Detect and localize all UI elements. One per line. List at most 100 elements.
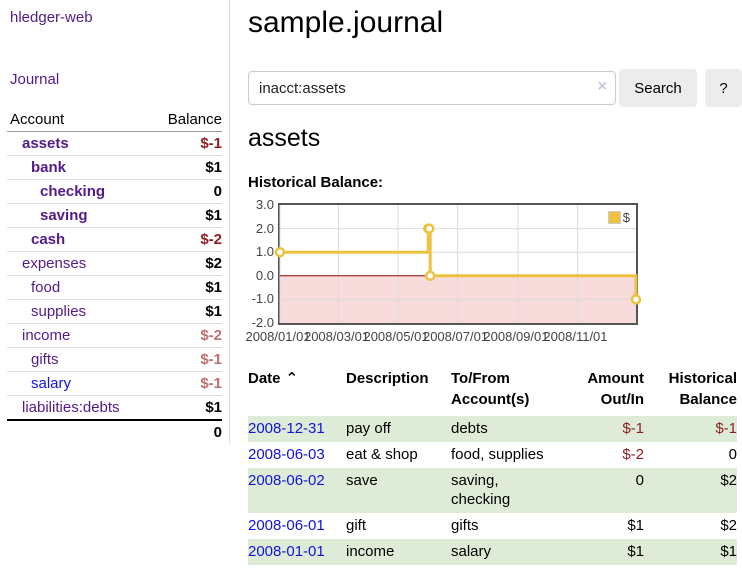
search-button[interactable]: Search xyxy=(619,69,697,107)
account-balance: $-1 xyxy=(114,371,222,396)
sidebar: hledger-web Journal Account Balance asse… xyxy=(0,0,230,444)
search-bar: × Search ? xyxy=(248,69,742,107)
account-row-salary: salary $-1 xyxy=(7,371,222,396)
txn-amount: $1 xyxy=(627,517,644,534)
account-link[interactable]: supplies xyxy=(31,303,87,320)
account-row-checking: checking 0 xyxy=(7,179,222,204)
register-row: 2008-12-31 pay off debts $-1 $-1 xyxy=(248,416,737,442)
txn-balance: $2 xyxy=(720,517,737,534)
account-row-gifts: gifts $-1 xyxy=(7,347,222,372)
account-row-food: food $1 xyxy=(7,275,222,300)
col-tofrom-accounts: To/From Account(s) xyxy=(451,370,530,408)
col-amount: Amount Out/In xyxy=(587,370,644,408)
txn-balance: $1 xyxy=(720,543,737,560)
txn-amount: $-1 xyxy=(622,420,644,437)
txn-description: save xyxy=(346,472,378,489)
register-row: 2008-01-01 income salary $1 $1 xyxy=(248,539,737,565)
account-balance: $-2 xyxy=(114,227,222,252)
data-point-marker xyxy=(423,223,435,234)
txn-description: income xyxy=(346,543,395,560)
account-link[interactable]: checking xyxy=(40,183,106,200)
account-link[interactable]: gifts xyxy=(31,351,59,368)
register-row: 2008-06-02 save saving, checking 0 $2 xyxy=(248,468,737,513)
legend-swatch xyxy=(607,211,621,224)
account-row-saving: saving $1 xyxy=(7,203,222,228)
accounts-header-account: Account xyxy=(7,108,115,132)
account-balance: $2 xyxy=(114,251,222,276)
txn-description: pay off xyxy=(346,420,391,437)
register-header-row: Date ⌃ Description To/From Account(s) Amo… xyxy=(248,367,737,416)
txn-amount: $-2 xyxy=(622,446,644,463)
txn-description: gift xyxy=(346,517,367,534)
account-row-income: income $-2 xyxy=(7,323,222,348)
txn-accounts: food, supplies xyxy=(451,446,544,463)
y-axis-tick-label: 2.0 xyxy=(255,220,274,236)
txn-amount: $1 xyxy=(627,543,644,560)
accounts-table: Account Balance assets $-1 bank $1 check… xyxy=(7,108,222,444)
txn-date-link[interactable]: 2008-06-02 xyxy=(248,472,325,489)
main-content: sample.journal × Search ? assets Histori… xyxy=(231,0,742,582)
help-button[interactable]: ? xyxy=(705,69,742,107)
page-title: sample.journal xyxy=(248,6,444,39)
accounts-header-row: Account Balance xyxy=(7,108,222,132)
account-link[interactable]: liabilities:debts xyxy=(22,399,120,416)
account-link[interactable]: assets xyxy=(22,135,69,152)
legend-label: $ xyxy=(622,210,630,225)
txn-date-link[interactable]: 2008-06-03 xyxy=(248,446,325,463)
txn-description: eat & shop xyxy=(346,446,418,463)
plot-svg xyxy=(274,205,642,323)
txn-amount: 0 xyxy=(635,472,644,489)
account-balance: 0 xyxy=(114,179,222,204)
col-description: Description xyxy=(346,370,429,387)
x-axis-tick-label: 2008/01/01 xyxy=(245,329,311,344)
account-row-expenses: expenses $2 xyxy=(7,251,222,276)
x-axis-tick-label: 2008/05/01 xyxy=(363,329,429,344)
account-link[interactable]: income xyxy=(22,327,71,344)
x-axis-tick-label: 2008/07/01 xyxy=(422,329,489,344)
account-row-cash: cash $-2 xyxy=(7,227,222,252)
txn-date-link[interactable]: 2008-06-01 xyxy=(248,517,325,534)
account-link[interactable]: cash xyxy=(31,231,66,248)
account-link[interactable]: food xyxy=(31,279,61,296)
x-axis-tick-label: 2008/09/01 xyxy=(483,329,549,344)
account-link[interactable]: salary xyxy=(31,375,72,392)
accounts-total-row: 0 xyxy=(7,419,222,444)
accounts-header-balance: Balance xyxy=(114,108,222,132)
col-date[interactable]: Date ⌃ xyxy=(248,370,299,387)
account-link[interactable]: saving xyxy=(40,207,88,224)
account-row-liabilities-debts: liabilities:debts $1 xyxy=(7,395,222,420)
data-point-marker xyxy=(274,246,286,258)
y-axis-tick-label: 0.0 xyxy=(255,267,274,283)
account-link[interactable]: expenses xyxy=(22,255,87,272)
app-title-link[interactable]: hledger-web xyxy=(10,9,93,26)
search-field-wrap: × xyxy=(248,71,616,105)
nav-journal-link[interactable]: Journal xyxy=(10,71,60,88)
account-balance: $-2 xyxy=(114,323,222,348)
account-balance: $1 xyxy=(114,299,222,324)
txn-accounts: saving, checking xyxy=(451,472,511,508)
col-historical-balance: Historical Balance xyxy=(668,370,737,408)
clear-search-icon[interactable]: × xyxy=(597,78,607,95)
txn-balance: 0 xyxy=(728,446,737,463)
register-row: 2008-06-01 gift gifts $1 $2 xyxy=(248,513,737,539)
x-axis-tick-label: 2008/11/01 xyxy=(543,329,608,344)
txn-balance: $2 xyxy=(720,472,737,489)
txn-accounts: debts xyxy=(451,420,488,437)
accounts-total-value: 0 xyxy=(114,419,222,444)
sort-ascending-icon: ⌃ xyxy=(285,370,299,387)
y-axis-tick-label: -1.0 xyxy=(251,291,274,307)
account-row-assets: assets $-1 xyxy=(7,131,222,156)
account-link[interactable]: bank xyxy=(31,159,67,176)
search-input[interactable] xyxy=(248,71,616,105)
plot-area: $ xyxy=(274,203,642,325)
y-axis-tick-label: 3.0 xyxy=(255,197,274,212)
chart-legend: $ xyxy=(606,210,631,225)
txn-accounts: salary xyxy=(451,543,492,560)
account-row-supplies: supplies $1 xyxy=(7,299,222,324)
txn-date-link[interactable]: 2008-01-01 xyxy=(248,543,325,560)
data-point-marker xyxy=(630,294,642,305)
data-point-marker xyxy=(424,270,436,282)
account-balance: $1 xyxy=(114,155,222,180)
txn-date-link[interactable]: 2008-12-31 xyxy=(248,420,325,437)
